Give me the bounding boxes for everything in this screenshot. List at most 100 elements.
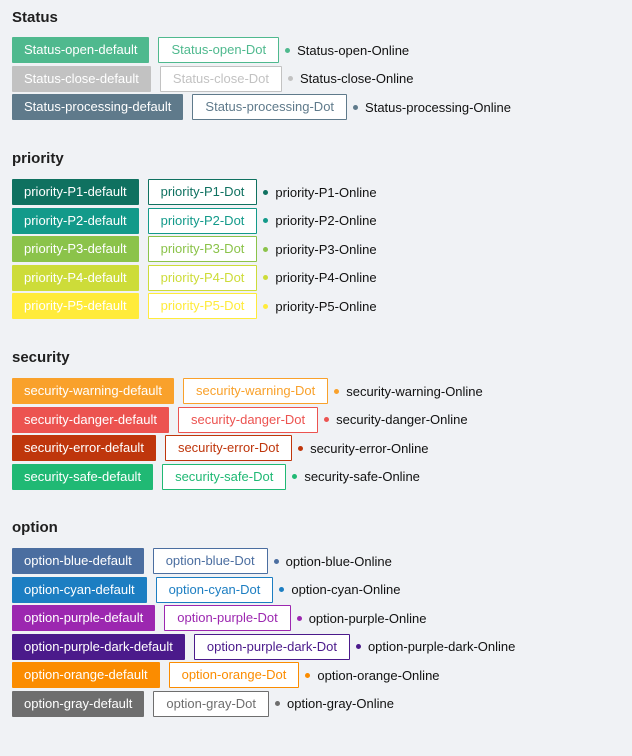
tag-default: option-purple-dark-default (12, 633, 185, 660)
tag-row: priority-P2-default priority-P2-Dot priori… (12, 207, 612, 234)
online-indicator: security-error-Online (298, 440, 429, 456)
tag-row: security-danger-default security-danger-D… (12, 406, 612, 433)
tag-default: Status-close-default (12, 65, 151, 92)
tag-row: option-cyan-default option-cyan-Dot option… (12, 576, 612, 603)
online-label: priority-P5-Online (275, 298, 377, 314)
online-indicator: priority-P2-Online (263, 213, 377, 228)
tag-row: priority-P3-default priority-P3-Dot priori… (12, 236, 612, 262)
online-label: Status-processing-Online (365, 99, 512, 115)
status-dot-icon (279, 587, 285, 592)
online-indicator: security-safe-Online (292, 469, 420, 484)
online-indicator: priority-P1-Online (263, 184, 377, 200)
status-dot-icon (288, 76, 293, 81)
status-dot-icon (273, 558, 279, 564)
online-label: option-blue-Online (285, 553, 392, 569)
online-label: security-danger-Online (336, 412, 468, 427)
tag-default: priority-P2-default (12, 207, 139, 234)
tag-dot: option-gray-Dot (153, 690, 270, 717)
tag-default: option-blue-default (12, 548, 144, 574)
section-title: security (12, 349, 70, 366)
status-dot-icon (296, 615, 302, 621)
tag-row: option-gray-default option-gray-Dot option… (12, 690, 612, 717)
tag-dot: security-safe-Dot (162, 463, 287, 490)
tag-dot: option-purple-dark-Dot (193, 633, 350, 660)
online-label: security-warning-Online (346, 383, 483, 399)
online-indicator: option-orange-Online (305, 667, 440, 683)
tag-default: Status-processing-default (12, 94, 184, 120)
tag-row: Status-close-default Status-close-Dot Stat… (12, 65, 612, 92)
status-dot-icon (263, 303, 269, 309)
tag-row: Status-processing-default Status-processi… (12, 94, 612, 120)
status-dot-icon (263, 189, 269, 195)
status-dot-icon (285, 47, 291, 53)
tag-default: priority-P5-default (12, 293, 139, 319)
tag-default: option-cyan-default (12, 576, 147, 603)
tag-dot: priority-P4-Dot (147, 264, 258, 291)
status-dot-icon (263, 275, 269, 280)
online-label: priority-P1-Online (275, 184, 377, 200)
online-label: option-cyan-Online (291, 582, 401, 597)
online-label: security-error-Online (310, 440, 429, 456)
online-label: security-safe-Online (304, 469, 420, 484)
tag-dot: priority-P1-Dot (147, 179, 258, 205)
online-indicator: priority-P3-Online (263, 241, 377, 257)
tag-dot: option-blue-Dot (152, 548, 268, 574)
online-label: priority-P2-Online (275, 213, 377, 228)
tag-row: option-blue-default option-blue-Dot option… (12, 548, 612, 574)
tag-dot: security-danger-Dot (177, 406, 319, 433)
status-dot-icon (298, 445, 304, 451)
status-dot-icon (353, 104, 359, 110)
tag-default: option-purple-default (12, 605, 156, 631)
status-dot-icon (292, 474, 298, 479)
online-label: Status-open-Online (297, 42, 410, 58)
status-dot-icon (324, 417, 330, 422)
tag-default: security-danger-default (12, 406, 169, 433)
tag-dot: priority-P3-Dot (147, 236, 258, 262)
tag-row: option-purple-default option-purple-Dot op… (12, 605, 612, 631)
online-indicator: Status-close-Online (288, 71, 413, 86)
tag-default: security-warning-default (12, 378, 175, 404)
tag-row: option-purple-dark-default option-purple-… (12, 633, 612, 660)
online-indicator: security-warning-Online (334, 384, 483, 399)
online-label: Status-close-Online (300, 71, 414, 86)
tag-dot: Status-close-Dot (159, 65, 282, 92)
status-dot-icon (355, 644, 361, 649)
tag-default: option-gray-default (12, 690, 145, 717)
online-indicator: option-cyan-Online (279, 582, 400, 597)
tag-row: priority-P5-default priority-P5-Dot priori… (12, 293, 612, 319)
tag-default: priority-P4-default (12, 264, 139, 291)
tag-row: Status-open-default Status-open-Dot Status… (12, 37, 612, 63)
online-label: option-orange-Online (317, 667, 440, 683)
online-indicator: option-purple-dark-Online (355, 639, 516, 654)
tag-dot: security-error-Dot (164, 435, 293, 461)
status-dot-icon (263, 246, 269, 252)
tag-row: security-warning-default security-warning… (12, 378, 612, 404)
tag-dot: option-cyan-Dot (155, 576, 274, 603)
tag-row: security-safe-default security-safe-Dot se… (12, 463, 612, 490)
tag-dot: option-purple-Dot (164, 605, 291, 631)
online-label: priority-P3-Online (275, 241, 377, 257)
tag-dot: security-warning-Dot (183, 378, 329, 404)
online-indicator: security-danger-Online (324, 412, 468, 427)
tag-default: priority-P3-default (12, 236, 139, 262)
tag-dot: priority-P2-Dot (147, 207, 258, 234)
tag-row: priority-P1-default priority-P1-Dot priori… (12, 179, 612, 205)
tag-dot: priority-P5-Dot (147, 293, 258, 319)
status-dot-icon (275, 701, 281, 706)
online-label: option-gray-Online (287, 696, 394, 711)
online-indicator: priority-P4-Online (263, 270, 377, 285)
status-dot-icon (305, 672, 311, 678)
tag-default: security-error-default (12, 435, 156, 461)
tag-dot: Status-open-Dot (158, 37, 280, 63)
status-dot-icon (334, 388, 340, 394)
online-indicator: option-purple-Online (296, 610, 427, 626)
tag-dot: option-orange-Dot (168, 662, 300, 688)
section-title: priority (12, 150, 64, 167)
tag-dot: Status-processing-Dot (192, 94, 348, 120)
online-label: option-purple-dark-Online (367, 639, 516, 654)
online-label: priority-P4-Online (275, 270, 377, 285)
online-indicator: Status-processing-Online (353, 100, 511, 115)
online-label: option-purple-Online (308, 610, 427, 626)
tag-default: Status-open-default (12, 37, 150, 63)
status-dot-icon (263, 218, 269, 223)
